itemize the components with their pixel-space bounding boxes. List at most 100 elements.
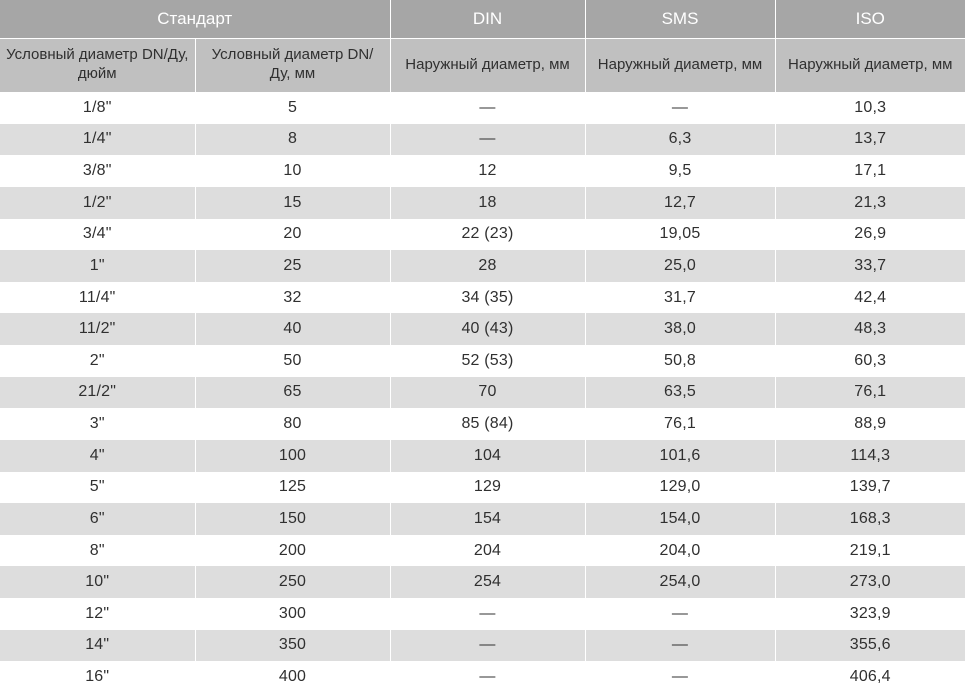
table-row: 11/4"3234 (35)31,742,4 <box>0 282 965 314</box>
cell-sms: 9,5 <box>585 155 775 187</box>
table-row: 3/4"2022 (23)19,0526,9 <box>0 219 965 251</box>
cell-dn_mm: 200 <box>195 535 390 567</box>
cell-iso: 114,3 <box>775 440 965 472</box>
cell-dn_mm: 250 <box>195 566 390 598</box>
cell-din: 204 <box>390 535 585 567</box>
cell-dn_mm: 400 <box>195 661 390 693</box>
cell-dn_inch: 3" <box>0 408 195 440</box>
col-iso-od: Наружный диаметр, мм <box>775 38 965 92</box>
cell-din: 28 <box>390 250 585 282</box>
table-row: 1/8"5——10,3 <box>0 92 965 124</box>
cell-dn_inch: 21/2" <box>0 377 195 409</box>
cell-dn_inch: 8" <box>0 535 195 567</box>
table-row: 21/2"657063,576,1 <box>0 377 965 409</box>
table-row: 11/2"4040 (43)38,048,3 <box>0 313 965 345</box>
cell-sms: — <box>585 661 775 693</box>
cell-dn_inch: 4" <box>0 440 195 472</box>
cell-din: — <box>390 598 585 630</box>
table-header: Стандарт DIN SMS ISO Условный диаметр DN… <box>0 0 965 92</box>
cell-iso: 13,7 <box>775 124 965 156</box>
diameter-standards-table: Стандарт DIN SMS ISO Условный диаметр DN… <box>0 0 965 693</box>
cell-din: 104 <box>390 440 585 472</box>
cell-dn_mm: 25 <box>195 250 390 282</box>
cell-sms: 63,5 <box>585 377 775 409</box>
cell-sms: 25,0 <box>585 250 775 282</box>
cell-dn_inch: 2" <box>0 345 195 377</box>
cell-sms: — <box>585 630 775 662</box>
cell-sms: 31,7 <box>585 282 775 314</box>
cell-din: 254 <box>390 566 585 598</box>
cell-dn_inch: 14" <box>0 630 195 662</box>
cell-iso: 76,1 <box>775 377 965 409</box>
col-dn-mm: Условный диаметр DN/Ду, мм <box>195 38 390 92</box>
cell-din: — <box>390 124 585 156</box>
col-sms-od: Наружный диаметр, мм <box>585 38 775 92</box>
cell-din: 52 (53) <box>390 345 585 377</box>
cell-dn_mm: 65 <box>195 377 390 409</box>
table-row: 1/2"151812,721,3 <box>0 187 965 219</box>
cell-din: — <box>390 630 585 662</box>
cell-dn_inch: 1/8" <box>0 92 195 124</box>
cell-dn_mm: 350 <box>195 630 390 662</box>
table-row: 16"400——406,4 <box>0 661 965 693</box>
table-row: 2"5052 (53)50,860,3 <box>0 345 965 377</box>
cell-dn_inch: 5" <box>0 472 195 504</box>
cell-dn_mm: 32 <box>195 282 390 314</box>
cell-din: 40 (43) <box>390 313 585 345</box>
cell-dn_mm: 150 <box>195 503 390 535</box>
cell-din: 18 <box>390 187 585 219</box>
table-row: 5"125129129,0139,7 <box>0 472 965 504</box>
table-row: 10"250254254,0273,0 <box>0 566 965 598</box>
cell-dn_mm: 100 <box>195 440 390 472</box>
cell-sms: 76,1 <box>585 408 775 440</box>
cell-sms: 154,0 <box>585 503 775 535</box>
cell-sms: — <box>585 598 775 630</box>
header-row-2: Условный диаметр DN/Ду, дюйм Условный ди… <box>0 38 965 92</box>
cell-dn_inch: 10" <box>0 566 195 598</box>
table-row: 8"200204204,0219,1 <box>0 535 965 567</box>
cell-dn_inch: 6" <box>0 503 195 535</box>
cell-dn_mm: 8 <box>195 124 390 156</box>
cell-dn_mm: 20 <box>195 219 390 251</box>
table-row: 12"300——323,9 <box>0 598 965 630</box>
cell-dn_inch: 3/4" <box>0 219 195 251</box>
cell-iso: 60,3 <box>775 345 965 377</box>
cell-din: 22 (23) <box>390 219 585 251</box>
cell-iso: 355,6 <box>775 630 965 662</box>
col-group-standard: Стандарт <box>0 0 390 38</box>
table-row: 1"252825,033,7 <box>0 250 965 282</box>
col-group-iso: ISO <box>775 0 965 38</box>
cell-dn_mm: 15 <box>195 187 390 219</box>
cell-dn_inch: 1" <box>0 250 195 282</box>
cell-dn_inch: 3/8" <box>0 155 195 187</box>
cell-sms: 254,0 <box>585 566 775 598</box>
header-row-1: Стандарт DIN SMS ISO <box>0 0 965 38</box>
cell-din: 12 <box>390 155 585 187</box>
cell-iso: 33,7 <box>775 250 965 282</box>
cell-din: 129 <box>390 472 585 504</box>
cell-iso: 219,1 <box>775 535 965 567</box>
cell-din: 70 <box>390 377 585 409</box>
table-row: 6"150154154,0168,3 <box>0 503 965 535</box>
cell-dn_inch: 16" <box>0 661 195 693</box>
cell-iso: 42,4 <box>775 282 965 314</box>
table-row: 1/4"8—6,313,7 <box>0 124 965 156</box>
col-dn-inch: Условный диаметр DN/Ду, дюйм <box>0 38 195 92</box>
cell-sms: 19,05 <box>585 219 775 251</box>
cell-iso: 21,3 <box>775 187 965 219</box>
col-group-din: DIN <box>390 0 585 38</box>
table-row: 4"100104101,6114,3 <box>0 440 965 472</box>
col-group-sms: SMS <box>585 0 775 38</box>
cell-din: 34 (35) <box>390 282 585 314</box>
table-row: 14"350——355,6 <box>0 630 965 662</box>
cell-dn_mm: 10 <box>195 155 390 187</box>
cell-dn_inch: 11/4" <box>0 282 195 314</box>
cell-sms: — <box>585 92 775 124</box>
cell-sms: 50,8 <box>585 345 775 377</box>
cell-dn_mm: 125 <box>195 472 390 504</box>
cell-iso: 48,3 <box>775 313 965 345</box>
cell-dn_mm: 50 <box>195 345 390 377</box>
cell-din: — <box>390 661 585 693</box>
cell-iso: 168,3 <box>775 503 965 535</box>
cell-sms: 204,0 <box>585 535 775 567</box>
